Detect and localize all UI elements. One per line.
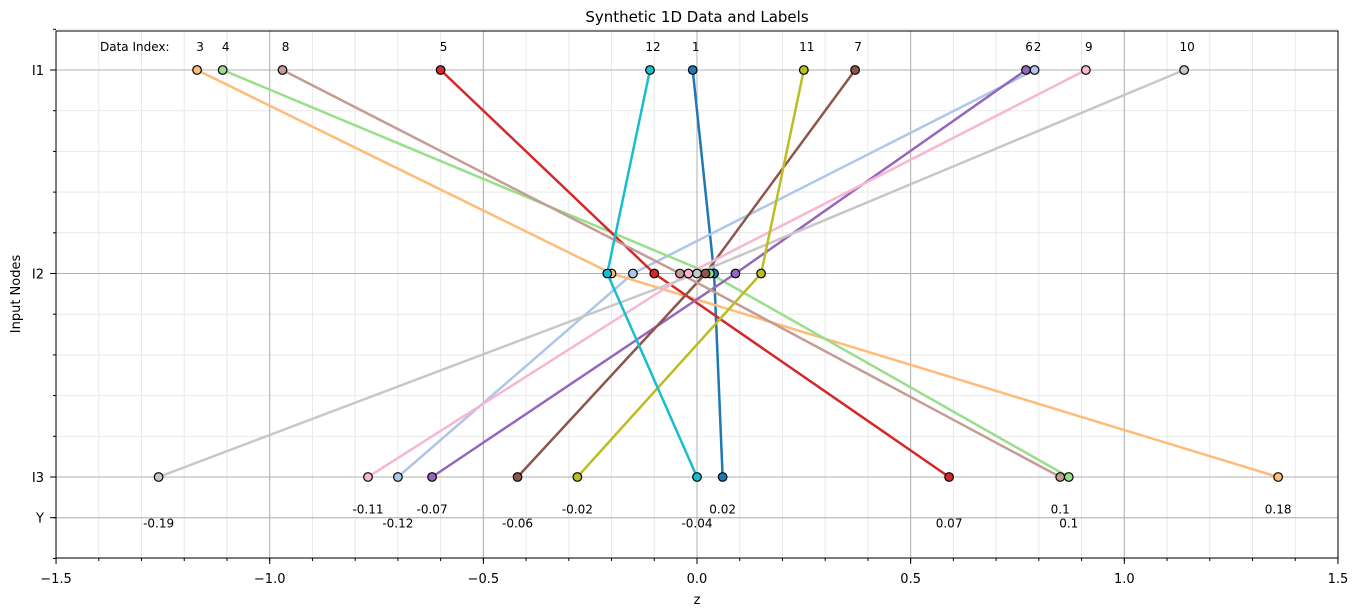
point-i3-10	[153, 472, 164, 482]
data-points	[153, 65, 1284, 482]
point-i1-2	[1029, 65, 1040, 75]
y-tick-label: I1	[32, 64, 44, 79]
data-index-label-6: 6	[1025, 40, 1033, 54]
point-i1-6	[1021, 65, 1031, 75]
y-value-label-12: -0.04	[681, 517, 712, 531]
point-i3-8	[1055, 472, 1066, 482]
y-tick-label: I3	[32, 471, 44, 486]
point-i1-8	[277, 65, 288, 75]
y-value-label-6: -0.07	[417, 503, 448, 517]
point-i2-8	[675, 268, 685, 279]
x-tick-label: 0.0	[687, 572, 708, 587]
data-index-label-3: 3	[196, 40, 204, 54]
point-i3-12	[692, 472, 702, 482]
point-i1-3	[192, 65, 202, 75]
y-value-label-5: 0.07	[936, 517, 963, 531]
y-value-label-11: -0.02	[562, 503, 593, 517]
point-i1-7	[850, 65, 861, 75]
point-i3-7	[512, 472, 523, 482]
data-index-label-10: 10	[1179, 40, 1194, 54]
data-index-label-11: 11	[799, 40, 814, 54]
point-i1-9	[1080, 65, 1091, 75]
x-tick-label: −1.5	[40, 572, 72, 587]
y-axis-label: Input Nodes	[9, 255, 24, 334]
y-value-label-10: -0.19	[143, 517, 174, 531]
data-index-label-5: 5	[440, 40, 448, 54]
point-i1-5	[435, 65, 446, 75]
axes: −1.5 −1.0 −0.5 0.0 0.5 1.0 1.5 I1 I2 I3 Y	[32, 28, 1349, 587]
point-i1-1	[687, 65, 698, 75]
x-axis-label: z	[694, 593, 701, 608]
data-index-label-12: 12	[645, 40, 660, 54]
point-i3-1	[717, 472, 728, 482]
y-tick-label: I2	[32, 268, 44, 283]
point-i2-12	[602, 268, 613, 279]
y-value-label-4: 0.1	[1059, 517, 1078, 531]
y-value-label-8: 0.1	[1051, 503, 1070, 517]
y-value-label-9: -0.11	[352, 503, 383, 517]
data-index-label-1: 1	[692, 40, 700, 54]
y-value-label-2: -0.12	[382, 517, 413, 531]
x-tick-label: 1.5	[1328, 572, 1349, 587]
point-i3-6	[427, 472, 437, 482]
data-index-label-2: 2	[1034, 40, 1042, 54]
point-i2-7	[700, 268, 711, 279]
point-i1-4	[217, 65, 228, 75]
y-tick-label: Y	[35, 512, 44, 527]
point-i2-9	[683, 268, 694, 279]
x-tick-label: 1.0	[1114, 572, 1135, 587]
x-tick-label: 0.5	[900, 572, 921, 587]
data-index-label-9: 9	[1085, 40, 1093, 54]
point-i3-2	[392, 472, 403, 482]
point-i3-4	[1063, 472, 1074, 482]
x-tick-label: −0.5	[468, 572, 500, 587]
point-i1-10	[1179, 65, 1190, 75]
point-i2-11	[756, 268, 766, 279]
point-i1-12	[645, 65, 655, 75]
chart-title: Synthetic 1D Data and Labels	[585, 8, 808, 26]
point-i3-3	[1273, 472, 1284, 482]
data-index-label-4: 4	[222, 40, 230, 54]
point-i2-6	[730, 268, 741, 279]
data-labels: 1 23 4 5 678 9 101112-0.19-0.11-0.12-0.07-0.06…	[143, 40, 1291, 531]
point-i3-9	[363, 472, 373, 482]
point-i1-11	[798, 65, 809, 75]
y-value-label-1: 0.02	[709, 503, 736, 517]
x-tick-label: −1.0	[254, 572, 286, 587]
data-index-label-8: 8	[282, 40, 290, 54]
point-i2-10	[692, 268, 702, 279]
y-value-label-3: 0.18	[1265, 503, 1292, 517]
y-value-label-7: -0.06	[502, 517, 533, 531]
point-i3-5	[944, 472, 955, 482]
point-i2-5	[649, 268, 660, 279]
point-i2-2	[628, 268, 638, 279]
point-i3-11	[572, 472, 583, 482]
data-index-label-7: 7	[854, 40, 862, 54]
data-index-header: Data Index:	[100, 40, 170, 54]
